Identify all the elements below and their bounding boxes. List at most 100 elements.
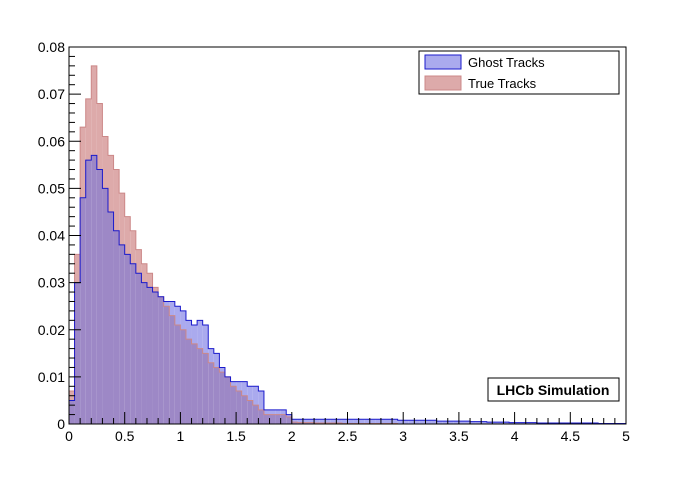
bar-overlap <box>75 283 81 424</box>
bar-ghost-tracks <box>275 410 281 415</box>
bar-overlap <box>192 344 198 424</box>
x-tick-label: 5 <box>622 428 630 444</box>
bar-overlap <box>108 212 114 424</box>
bar-ghost-tracks <box>364 419 370 423</box>
bar-ghost-tracks <box>253 386 259 405</box>
bar-ghost-tracks <box>270 410 276 415</box>
bar-ghost-tracks <box>342 419 348 423</box>
bar-true-tracks <box>141 264 147 283</box>
bar-overlap <box>175 325 181 424</box>
bar-overlap <box>147 287 153 424</box>
legend-label-ghost-tracks: Ghost Tracks <box>468 55 545 70</box>
bar-ghost-tracks <box>314 419 320 423</box>
bar-overlap <box>236 391 242 424</box>
bar-overlap <box>153 292 159 424</box>
bar-ghost-tracks <box>431 420 437 424</box>
bar-ghost-tracks <box>214 353 220 367</box>
bar-ghost-tracks <box>331 419 337 423</box>
x-tick-label: 4.5 <box>561 428 581 444</box>
bar-true-tracks <box>80 127 86 198</box>
bar-ghost-tracks <box>219 367 225 372</box>
bar-overlap <box>180 330 186 424</box>
bar-overlap <box>119 245 125 424</box>
bar-overlap <box>136 273 142 424</box>
bar-ghost-tracks <box>264 410 270 415</box>
bar-ghost-tracks <box>208 349 214 363</box>
bar-overlap <box>186 339 192 424</box>
bar-ghost-tracks <box>409 420 415 424</box>
bar-overlap <box>231 386 237 424</box>
y-tick-label: 0 <box>57 416 65 432</box>
y-tick-label: 0.07 <box>38 86 65 102</box>
bar-overlap <box>197 349 203 424</box>
bar-true-tracks <box>97 104 103 170</box>
bar-ghost-tracks <box>175 306 181 325</box>
bar-ghost-tracks <box>420 420 426 424</box>
bar-ghost-tracks <box>325 419 331 423</box>
bar-overlap <box>275 415 281 424</box>
bar-overlap <box>264 415 270 424</box>
x-tick-label: 2 <box>288 428 296 444</box>
y-tick-label: 0.06 <box>38 133 65 149</box>
bar-ghost-tracks <box>392 419 398 423</box>
bar-overlap <box>80 198 86 424</box>
y-tick-label: 0.01 <box>38 369 65 385</box>
bar-overlap <box>286 417 292 424</box>
bar-ghost-tracks <box>180 311 186 330</box>
bar-overlap <box>214 367 220 424</box>
bar-ghost-tracks <box>370 419 376 423</box>
bar-true-tracks <box>91 66 97 156</box>
y-tick-label: 0.08 <box>38 39 65 55</box>
bar-overlap <box>164 306 170 424</box>
bar-overlap <box>270 415 276 424</box>
legend-swatch-ghost-tracks <box>425 55 461 69</box>
bar-ghost-tracks <box>247 386 253 400</box>
bar-overlap <box>242 396 248 424</box>
bar-ghost-tracks <box>164 301 170 306</box>
bar-ghost-tracks <box>414 420 420 424</box>
bar-ghost-tracks <box>203 325 209 353</box>
bar-overlap <box>208 363 214 424</box>
annotation-text: LHCb Simulation <box>497 382 610 398</box>
bar-overlap <box>86 160 92 424</box>
x-tick-label: 2.5 <box>338 428 358 444</box>
bar-true-tracks <box>75 254 81 282</box>
bar-overlap <box>102 188 108 424</box>
bar-ghost-tracks <box>375 419 381 423</box>
bar-ghost-tracks <box>169 301 175 315</box>
bar-ghost-tracks <box>320 419 326 423</box>
bar-ghost-tracks <box>197 320 203 348</box>
x-tick-label: 1.5 <box>226 428 246 444</box>
bar-overlap <box>97 170 103 424</box>
x-tick-label: 3 <box>399 428 407 444</box>
bar-ghost-tracks <box>348 419 354 423</box>
bar-ghost-tracks <box>425 420 431 424</box>
bar-true-tracks <box>86 99 92 160</box>
bar-overlap <box>203 353 209 424</box>
bar-ghost-tracks <box>353 419 359 423</box>
y-tick-label: 0.03 <box>38 275 65 291</box>
x-tick-label: 3.5 <box>449 428 469 444</box>
bar-overlap <box>125 254 131 424</box>
bar-true-tracks <box>119 193 125 245</box>
bar-overlap <box>114 231 120 424</box>
lhcb-annotation: LHCb Simulation <box>488 378 619 401</box>
bar-overlap <box>158 297 164 424</box>
bar-overlap <box>169 316 175 424</box>
bar-true-tracks <box>147 273 153 287</box>
bar-ghost-tracks <box>192 325 198 344</box>
y-tick-label: 0.02 <box>38 322 65 338</box>
bar-overlap <box>247 400 253 424</box>
bar-ghost-tracks <box>336 419 342 423</box>
bar-ghost-tracks <box>403 420 409 424</box>
legend-label-true-tracks: True Tracks <box>468 76 537 91</box>
bar-ghost-tracks <box>242 382 248 396</box>
bar-overlap <box>253 405 259 424</box>
y-tick-label: 0.04 <box>38 228 65 244</box>
bar-overlap <box>130 264 136 424</box>
bar-overlap <box>258 410 264 424</box>
bar-true-tracks <box>125 217 131 255</box>
bar-ghost-tracks <box>386 419 392 423</box>
